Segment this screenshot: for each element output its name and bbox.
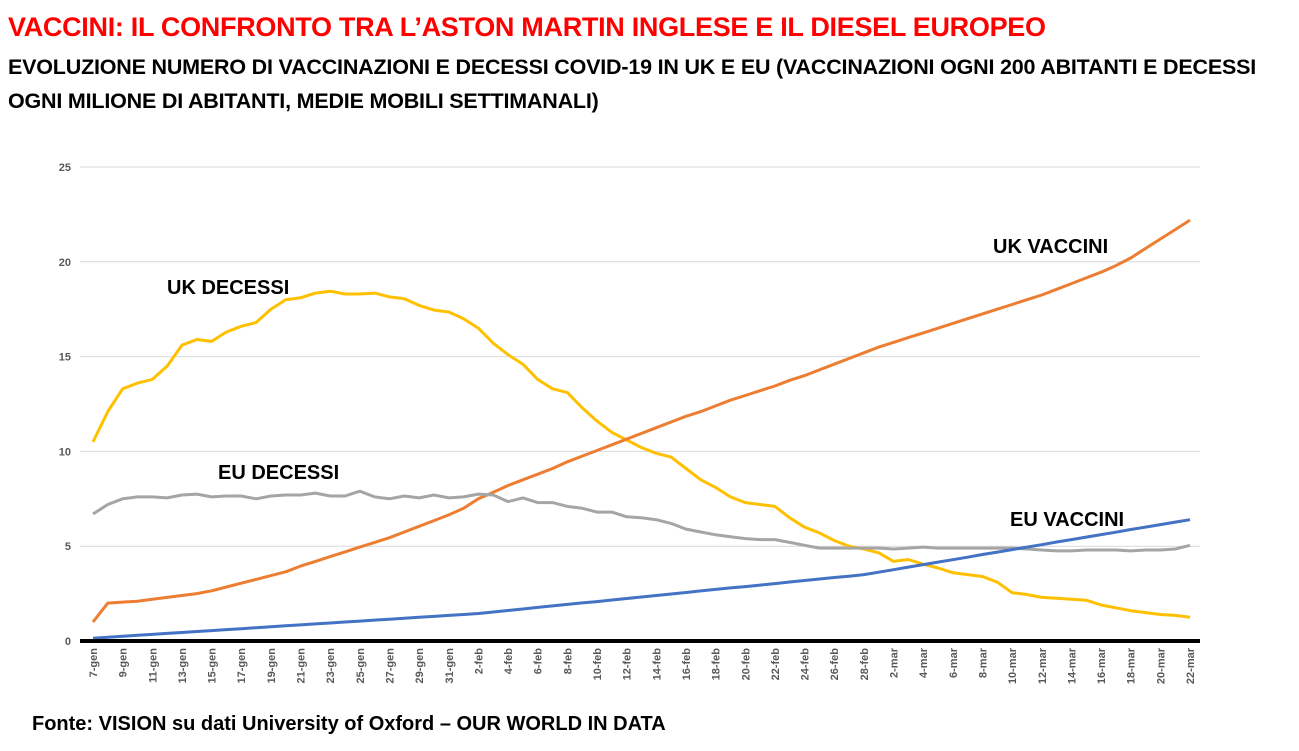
series-line-eu-vaccini [92,518,1191,640]
x-tick-label: 22-feb [770,648,782,681]
x-tick-label: 29-gen [414,648,426,684]
y-tick-label: 5 [65,541,71,553]
y-tick-label: 25 [59,162,71,174]
x-tick-label: 25-gen [355,648,367,684]
x-axis-ticks: 7-gen 9-gen 11-gen 13-gen 15-gen 17-gen 19-gen… [88,647,1197,684]
x-tick-label: 23-gen [325,648,337,684]
source-note: Fonte: VISION su dati University of Oxfo… [32,713,666,735]
x-tick-label: 11-gen [147,648,159,683]
x-tick-label: 18-mar [1126,647,1138,684]
x-tick-label: 9-gen [118,648,130,678]
x-tick-label: 10-feb [592,648,604,681]
x-tick-label: 4-mar [918,647,930,678]
series-lines [80,218,1200,643]
x-tick-label: 15-gen [207,648,219,684]
x-tick-label: 24-feb [800,648,812,681]
x-tick-label: 31-gen [444,648,456,684]
x-tick-label: 7-gen [88,648,100,678]
x-tick-label: 27-gen [384,648,396,684]
x-tick-label: 21-gen [296,648,308,684]
x-tick-label: 16-mar [1096,647,1108,684]
x-tick-label: 8-feb [562,648,574,675]
x-tick-label: 13-gen [177,648,189,684]
gridlines [80,166,1200,547]
chart-subtitle: EVOLUZIONE NUMERO DI VACCINAZIONI E DECE… [8,55,1257,113]
x-tick-label: 20-mar [1155,647,1167,684]
x-tick-label: 16-feb [681,648,693,681]
x-tick-label: 22-mar [1185,647,1197,684]
x-tick-label: 6-feb [533,648,545,675]
x-tick-label: 18-feb [711,648,723,681]
y-tick-label: 15 [59,352,71,364]
x-tick-label: 19-gen [266,648,278,684]
series-line-uk-vaccini [91,218,1191,623]
x-tick-label: 20-feb [740,648,752,681]
x-tick-label: 26-feb [829,648,841,681]
y-tick-label: 0 [65,636,71,648]
x-tick-label: 17-gen [236,648,248,684]
y-tick-label: 10 [59,446,71,458]
x-tick-label: 6-mar [948,647,960,678]
series-labels: UK DECESSI UK VACCINI EU DECESSI EU VACCINI [167,236,1124,531]
series-line-uk-decessi [91,289,1191,619]
series-label: UK DECESSI [167,277,289,299]
x-tick-label: 10-mar [1007,647,1019,684]
series-label: EU VACCINI [1010,509,1124,531]
series-label: UK VACCINI [993,236,1108,258]
x-tick-label: 12-feb [622,648,634,681]
x-tick-label: 2-mar [889,647,901,678]
x-tick-label: 2-feb [473,648,485,675]
x-tick-label: 4-feb [503,648,515,675]
y-tick-label: 20 [59,257,71,269]
x-tick-label: 28-feb [859,648,871,681]
x-tick-label: 14-feb [651,648,663,681]
x-tick-label: 8-mar [977,647,989,678]
chart-title: VACCINI: IL CONFRONTO TRA L’ASTON MARTIN… [8,12,1046,42]
series-line-eu-decessi [92,489,1191,553]
series-label: EU DECESSI [218,462,339,484]
x-tick-label: 12-mar [1037,647,1049,684]
x-tick-label: 14-mar [1066,647,1078,684]
y-axis-ticks: 0 5 10 15 20 25 [59,162,71,648]
